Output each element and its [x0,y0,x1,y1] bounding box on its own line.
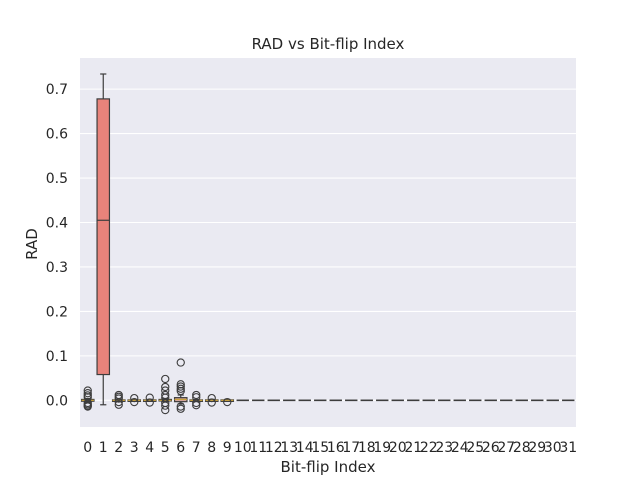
outlier-point [130,397,139,407]
box-6 [173,358,188,413]
x-tick-label: 4 [145,440,154,456]
outlier-point [223,397,232,407]
y-tick-label: 0.2 [46,304,68,320]
outlier-point [176,384,185,393]
y-tick-label: 0.6 [46,127,68,143]
x-tick-label: 14 [296,440,314,456]
outlier-point [145,393,154,402]
outlier-point [192,390,201,400]
outlier-point [161,382,170,392]
outlier-point [83,389,92,398]
x-tick-label: 22 [420,440,438,456]
x-tick-label: 5 [161,440,170,456]
outlier-point [176,404,185,413]
x-tick-label: 2 [114,440,123,456]
outlier-point [161,401,170,410]
x-axis-label: Bit-flip Index [281,458,376,476]
outlier-point [192,398,201,408]
x-tick-label: 7 [192,440,201,456]
plot-area [80,58,576,427]
outlier-point [176,358,185,367]
x-tick-label: 29 [528,440,546,456]
y-tick-label: 0.5 [46,171,68,187]
outlier-point [114,394,123,403]
outlier-point [192,401,201,410]
y-tick-label: 0.3 [46,260,68,276]
x-tick-label: 19 [373,440,391,456]
box-0 [80,386,95,411]
outlier-point [161,390,170,400]
x-tick-label: 30 [544,440,562,456]
x-tick-label: 10 [234,440,252,456]
box-8 [204,393,219,407]
y-tick-label: 0.4 [46,215,68,231]
x-tick-label: 15 [311,440,329,456]
outlier-point [176,386,185,396]
outlier-point [161,393,170,402]
x-tick-label: 18 [358,440,376,456]
grid-lines [80,88,576,401]
outlier-point [114,400,123,409]
box-9 [220,397,235,407]
x-tick-label: 6 [176,440,185,456]
x-tick-label: 16 [327,440,345,456]
x-tick-label: 13 [280,440,298,456]
x-tick-label: 31 [559,440,577,456]
x-tick-label: 3 [130,440,139,456]
outlier-point [161,405,170,415]
outlier-point [176,382,185,391]
x-tick-label: 11 [249,440,267,456]
box-body [96,98,111,376]
x-tick-label: 24 [451,440,469,456]
outlier-point [130,393,139,403]
x-tick-label: 0 [83,440,92,456]
x-tick-label: 17 [342,440,360,456]
x-tick-label: 28 [513,440,531,456]
y-tick-label: 0.1 [46,349,68,365]
x-tick-label: 9 [223,440,232,456]
x-tick-label: 23 [435,440,453,456]
y-tick-label: 0.0 [46,393,68,409]
x-tick-label: 1 [99,440,108,456]
y-tick-label: 0.7 [46,82,68,98]
box-2 [111,390,126,409]
chart-title: RAD vs Bit-flip Index [252,35,405,53]
x-tick-label: 26 [482,440,500,456]
x-axis-ticks: 0 1 2 3 4 5 6 7 8 9 101112131415161718192021222324… [83,440,577,456]
outlier-point [192,393,201,402]
x-tick-label: 8 [207,440,216,456]
x-tick-label: 20 [389,440,407,456]
outlier-point [161,374,170,384]
box-series [80,73,575,415]
outlier-point [207,398,216,407]
outlier-point [176,402,185,411]
outlier-point [83,402,92,411]
y-axis-label: RAD [23,228,41,260]
outlier-point [114,397,123,407]
outlier-point [207,393,216,403]
box-4 [142,393,157,407]
x-tick-label: 21 [404,440,422,456]
box-7 [189,390,204,410]
box-5 [158,374,173,415]
box-1 [96,73,111,406]
y-axis-ticks: 0.0 0.1 0.2 0.3 0.4 0.5 0.6 0.7 [46,82,68,409]
x-tick-label: 27 [497,440,515,456]
outlier-point [145,398,154,407]
box-3 [127,393,142,407]
x-tick-label: 25 [466,440,484,456]
x-tick-label: 12 [265,440,283,456]
